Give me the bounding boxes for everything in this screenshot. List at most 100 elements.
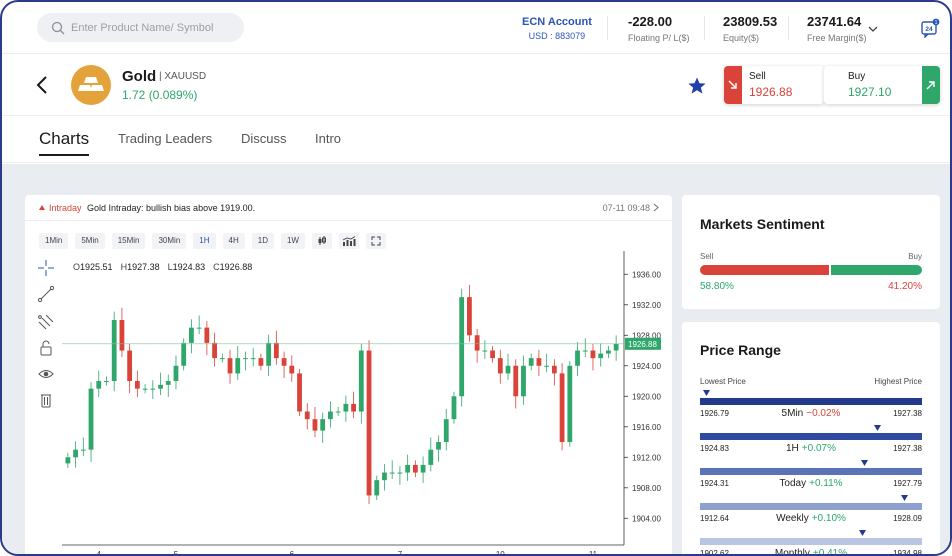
sell-label: Sell	[749, 71, 766, 82]
candle-body	[582, 350, 588, 352]
candle-body	[467, 297, 472, 336]
candlestick-icon	[318, 236, 326, 245]
candle-body	[212, 342, 217, 359]
sell-arrow-icon	[724, 66, 742, 104]
price-marker-icon	[874, 425, 882, 431]
timeframe-5min[interactable]: 5Min	[75, 233, 105, 249]
candle-body	[243, 358, 248, 360]
back-arrow-icon[interactable]	[34, 74, 50, 96]
account-switcher[interactable]: ECN Account USD : 883079	[522, 16, 592, 41]
range-period: 5Min −0.02%	[700, 408, 922, 419]
ohlc-low-label: L	[167, 262, 173, 272]
tab-intro[interactable]: Intro	[315, 131, 342, 146]
y-tick-label: 1936.00	[632, 270, 661, 279]
candle-body	[428, 449, 434, 465]
buy-price: 1927.10	[848, 85, 892, 99]
chevron-down-icon[interactable]	[868, 24, 878, 34]
candle-body	[389, 472, 395, 474]
account-title: ECN Account	[522, 16, 592, 28]
triangle-up-icon	[39, 205, 45, 210]
candle-type-button[interactable]	[311, 233, 332, 249]
candle-body	[80, 449, 86, 451]
range-low: 1924.83	[700, 444, 729, 453]
sentiment-sell-pct: 58.80%	[700, 281, 734, 292]
x-tick-label: 6	[290, 550, 295, 556]
tab-charts[interactable]: Charts	[39, 129, 90, 156]
fullscreen-button[interactable]	[365, 233, 386, 249]
candle-body	[490, 350, 495, 359]
range-period: Monthly +0.41%	[700, 548, 922, 554]
divider	[829, 265, 832, 275]
timeframe-1d[interactable]: 1D	[251, 233, 274, 249]
timeframe-1h[interactable]: 1H	[193, 233, 216, 249]
chart-card: Intraday Gold Intraday: bullish bias abo…	[25, 195, 672, 556]
buy-button[interactable]: Buy 1927.10	[824, 66, 940, 104]
sentiment-sell-fill	[700, 265, 830, 275]
news-text: Gold Intraday: bullish bias above 1919.0…	[87, 203, 256, 213]
sentiment-buy-pct: 41.20%	[888, 281, 922, 292]
stat-label: Equity($)	[723, 33, 760, 43]
candle-body	[497, 358, 503, 374]
candle-body	[65, 457, 71, 464]
tab-trading-leaders[interactable]: Trading Leaders	[118, 131, 213, 146]
timeframe-1min[interactable]: 1Min	[39, 233, 69, 249]
product-header: Gold | XAUUSD 1.72 (0.089%) Sell 1926.88…	[2, 54, 950, 116]
ohlc-high-label: H	[120, 262, 128, 272]
lock-icon[interactable]	[37, 339, 55, 357]
candle-body	[474, 335, 480, 351]
timeframe-4h[interactable]: 4H	[222, 233, 245, 249]
y-tick-label: 1932.00	[632, 301, 661, 310]
candle-body	[405, 464, 411, 473]
range-high: 1927.79	[893, 479, 922, 488]
stat-label: Free Margin($)	[807, 33, 867, 43]
stat-label: Floating P/ L($)	[628, 33, 690, 43]
crosshair-icon[interactable]	[37, 259, 55, 277]
top-bar: ECN Account USD : 883079 -228.00 Floatin…	[2, 2, 950, 54]
news-ticker[interactable]: Intraday Gold Intraday: bullish bias abo…	[25, 195, 672, 221]
timeframe-bar: 1Min 5Min 15Min 30Min 1H 4H 1D 1W	[39, 233, 386, 249]
candle-body	[521, 365, 526, 397]
chevron-right-icon	[653, 203, 659, 212]
stat-floating-pl: -228.00 Floating P/ L($)	[628, 14, 690, 43]
period-label: 5Min	[781, 408, 804, 419]
sell-button[interactable]: Sell 1926.88	[724, 66, 824, 104]
current-price-tag	[625, 337, 661, 350]
price-range-row-5min: 1926.79 1927.38 5Min −0.02%	[700, 388, 922, 423]
message-icon[interactable]: 24 1	[920, 18, 940, 38]
sentiment-buy-fill	[831, 265, 922, 275]
tab-discuss[interactable]: Discuss	[241, 131, 287, 146]
stat-value: 23809.53	[723, 14, 778, 29]
range-period: 1H +0.07%	[700, 443, 922, 454]
range-high: 1927.38	[893, 444, 922, 453]
search-input[interactable]	[71, 21, 231, 34]
candlestick-chart[interactable]: 1904.00 1908.00 1912.00 1916.00 1920.00 1924.…	[62, 251, 662, 556]
divider	[704, 16, 705, 40]
candle-body	[528, 358, 534, 366]
trendline-icon[interactable]	[37, 285, 55, 303]
y-tick-label: 1928.00	[632, 331, 661, 340]
candle-body	[544, 365, 550, 367]
star-icon[interactable]	[687, 76, 707, 96]
timeframe-15min[interactable]: 15Min	[111, 233, 146, 249]
product-change: 1.72 (0.089%)	[122, 88, 198, 102]
search-box[interactable]	[37, 13, 244, 42]
candle-body	[88, 388, 94, 450]
period-label: Weekly	[776, 513, 809, 524]
candle-body	[73, 449, 78, 458]
lowest-price-label: Lowest Price	[700, 377, 746, 386]
timeframe-1w[interactable]: 1W	[280, 233, 305, 249]
product-symbol: | XAUUSD	[159, 71, 207, 82]
price-range-row-today: 1924.31 1927.79 Today +0.11%	[700, 458, 922, 493]
timeframe-30min[interactable]: 30Min	[152, 233, 187, 249]
range-low: 1926.79	[700, 409, 729, 418]
buy-arrow-icon	[922, 66, 940, 104]
divider	[788, 16, 789, 40]
x-tick-label: 11	[589, 550, 598, 556]
candle-body	[420, 464, 426, 473]
fib-tool-icon[interactable]	[37, 313, 55, 331]
price-range-row-monthly: 1902.62 1934.98 Monthly +0.41%	[700, 528, 922, 554]
indicators-button[interactable]	[338, 233, 359, 249]
y-tick-label: 1912.00	[632, 453, 661, 462]
trash-icon[interactable]	[37, 391, 55, 409]
eye-icon[interactable]	[37, 365, 55, 383]
